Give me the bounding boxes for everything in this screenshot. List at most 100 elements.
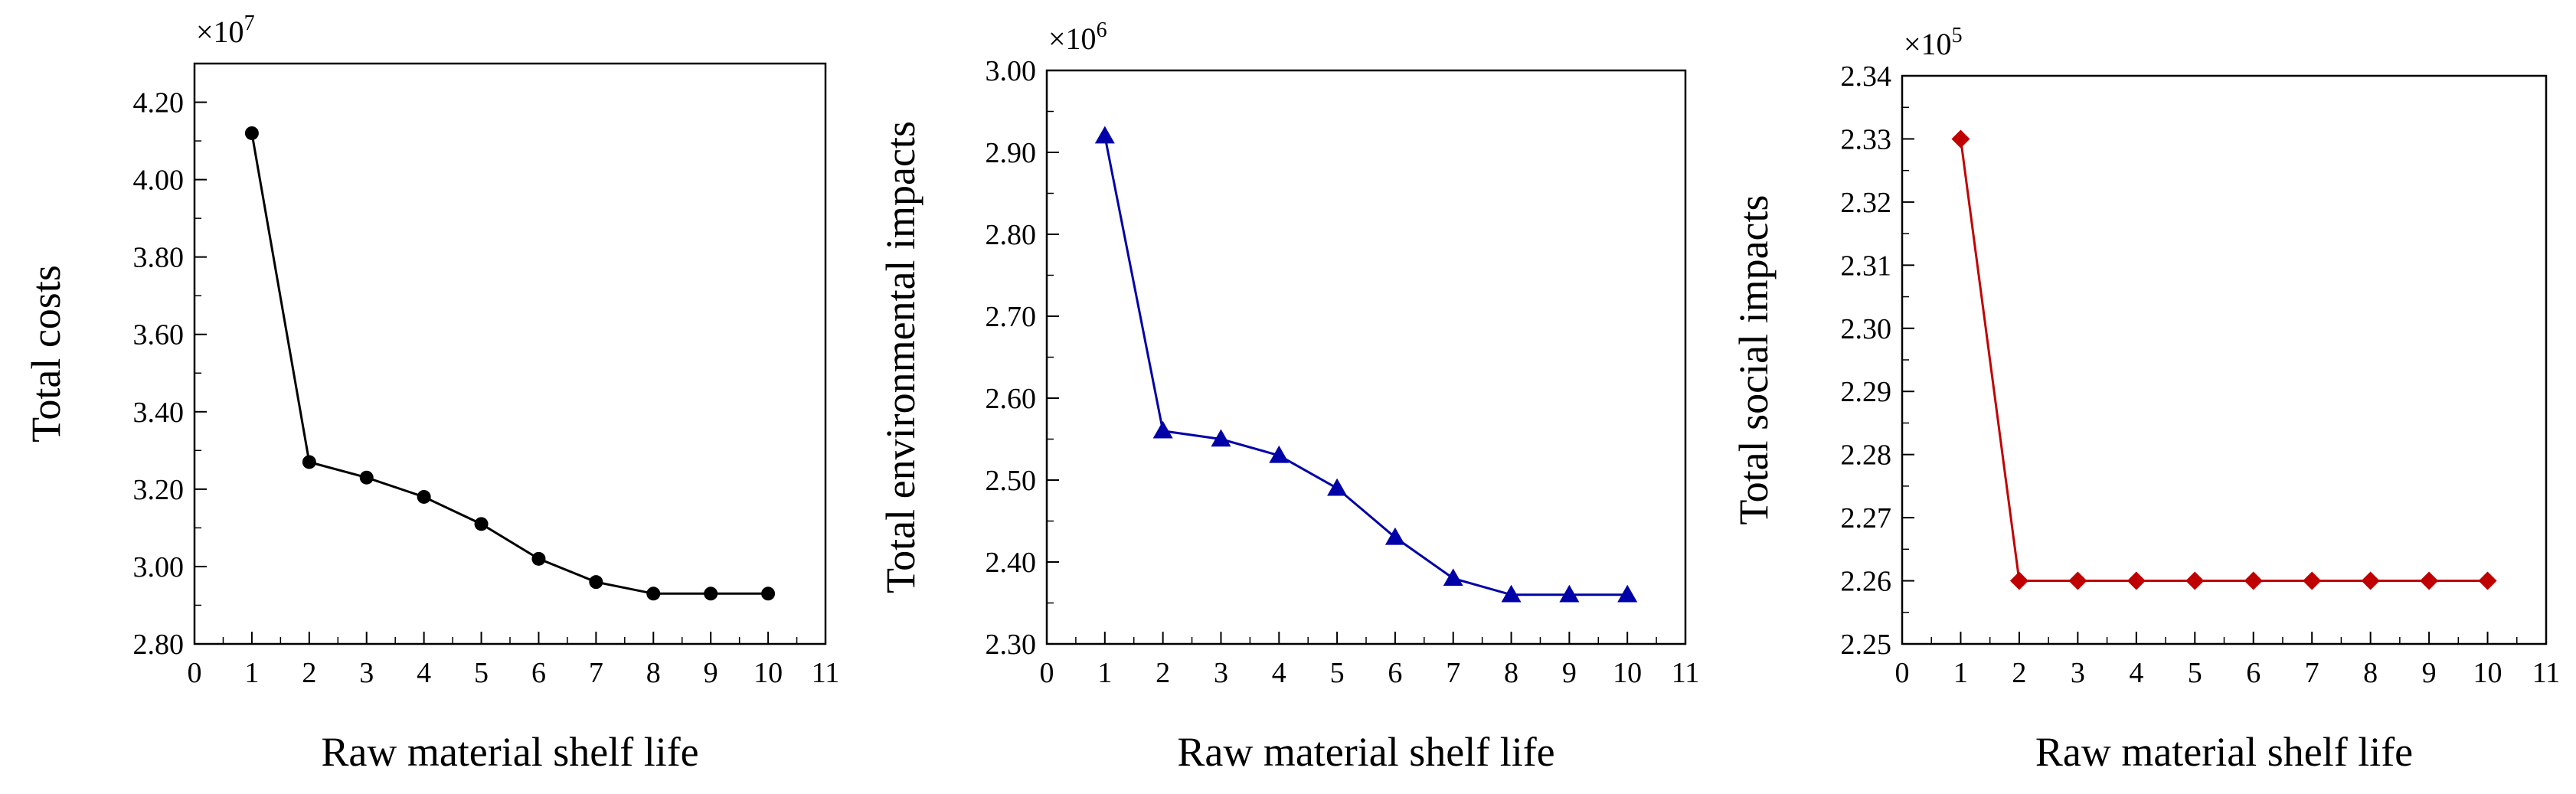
data-point: [1501, 584, 1522, 603]
y-tick-label: 2.70: [986, 301, 1037, 333]
data-point: [359, 470, 374, 485]
x-tick-label: 10: [1613, 657, 1642, 689]
series-line: [1959, 139, 2488, 583]
y-tick-label: 3.60: [133, 319, 185, 351]
series-line: [250, 132, 769, 595]
y-tick-label: 2.30: [986, 629, 1037, 661]
y-axis-title: Total costs: [23, 265, 69, 443]
y-tick-label: 3.20: [133, 474, 185, 506]
data-point: [1327, 478, 1348, 496]
y-tick-label: 2.34: [1841, 60, 1892, 93]
x-tick-label: 5: [2188, 657, 2202, 689]
x-tick-label: 0: [1040, 657, 1054, 689]
data-point: [1211, 429, 1231, 447]
x-tick-label: 10: [754, 657, 783, 689]
data-point: [1094, 126, 1115, 144]
x-tick-label: 2: [1156, 657, 1170, 689]
y-tick-label: 2.26: [1841, 566, 1892, 598]
x-tick-label: 3: [2071, 657, 2085, 689]
data-point: [704, 587, 718, 601]
data-point: [2303, 571, 2322, 590]
y-tick-label: 3.00: [133, 551, 185, 583]
y-tick-label: 3.00: [986, 55, 1037, 87]
y-tick-label: 2.25: [1841, 629, 1892, 661]
chart-panel-3: 0 1 2 3 4 5 6 7 8 9 10 11 2.25 2.26 2.27 2.28 2.29 2.30 2.…: [1731, 24, 2560, 775]
data-point: [761, 587, 776, 601]
x-tick-label: 7: [589, 657, 603, 689]
plot-frame: [1901, 74, 2548, 645]
axis-multiplier: ×105: [1904, 24, 1963, 61]
x-tick-label: 8: [2363, 657, 2378, 689]
x-tick-label: 6: [1388, 657, 1402, 689]
y-tick-label: 2.80: [133, 629, 185, 661]
data-point: [244, 126, 259, 140]
x-tick-label: 11: [2532, 657, 2561, 689]
y-tick-label: 3.40: [133, 397, 185, 429]
data-point: [2361, 571, 2380, 590]
x-tick-label: 6: [2246, 657, 2261, 689]
data-point: [1269, 445, 1290, 463]
y-tick-label: 2.29: [1841, 376, 1892, 408]
series-line: [1103, 136, 1628, 596]
data-point: [2420, 571, 2439, 590]
data-point: [2478, 571, 2497, 590]
y-tick-label: 2.80: [986, 219, 1037, 251]
x-tick-label: 1: [1953, 657, 1968, 689]
x-tick-label: 4: [417, 657, 431, 689]
data-point: [589, 575, 603, 590]
x-axis-title: Raw material shelf life: [321, 729, 698, 775]
x-tick-label: 8: [1504, 657, 1518, 689]
x-tick-label: 7: [2305, 657, 2319, 689]
y-tick-label: 4.20: [133, 87, 185, 119]
data-point: [1152, 420, 1173, 439]
x-tick-label: 2: [302, 657, 316, 689]
x-axis-title: Raw material shelf life: [1177, 729, 1554, 775]
data-point: [2244, 571, 2263, 590]
data-point: [474, 517, 489, 531]
data-point: [1443, 568, 1463, 587]
y-tick-label: 3.80: [133, 242, 185, 274]
y-axis-title: Total social impacts: [1731, 194, 1777, 524]
plot-frame: [193, 62, 827, 645]
x-tick-label: 9: [2422, 657, 2437, 689]
data-point: [2185, 571, 2205, 590]
x-tick-label: 0: [188, 657, 202, 689]
y-tick-label: 2.60: [986, 383, 1037, 415]
y-tick-label: 2.30: [1841, 313, 1892, 345]
x-tick-label: 5: [474, 657, 489, 689]
x-tick-label: 1: [244, 657, 259, 689]
y-tick-label: 2.31: [1841, 250, 1892, 282]
data-point: [1617, 584, 1638, 603]
data-point: [2068, 571, 2087, 590]
x-tick-label: 8: [646, 657, 661, 689]
data-point: [1384, 527, 1405, 545]
y-tick-label: 2.50: [986, 465, 1037, 497]
x-tick-label: 3: [1214, 657, 1228, 689]
x-tick-label: 11: [812, 657, 840, 689]
x-tick-label: 2: [2012, 657, 2026, 689]
x-tick-label: 0: [1895, 657, 1910, 689]
x-tick-label: 4: [1272, 657, 1286, 689]
data-point: [646, 587, 661, 601]
data-point: [417, 489, 431, 504]
data-point: [302, 455, 316, 469]
x-tick-label: 9: [704, 657, 718, 689]
y-tick-label: 2.40: [986, 547, 1037, 579]
x-tick-label: 3: [359, 657, 374, 689]
x-tick-label: 7: [1446, 657, 1460, 689]
x-tick-label: 4: [2129, 657, 2143, 689]
x-tick-label: 11: [1672, 657, 1700, 689]
x-tick-label: 10: [2473, 657, 2502, 689]
x-axis-title: Raw material shelf life: [2035, 729, 2413, 775]
y-tick-label: 2.33: [1841, 123, 1892, 155]
axis-multiplier: ×107: [196, 11, 255, 49]
data-point: [1559, 584, 1580, 603]
data-point: [2127, 571, 2146, 590]
chart-panel-2: 0 1 2 3 4 5 6 7 8 9 10 11 2.30 2.40 2.50 2.60 2.70 2.80 2.…: [878, 18, 1699, 775]
y-tick-label: 2.90: [986, 137, 1037, 169]
x-tick-label: 5: [1330, 657, 1345, 689]
y-tick-label: 2.28: [1841, 439, 1892, 472]
y-axis-title: Total environmental impacts: [878, 121, 924, 593]
data-point: [531, 551, 546, 566]
